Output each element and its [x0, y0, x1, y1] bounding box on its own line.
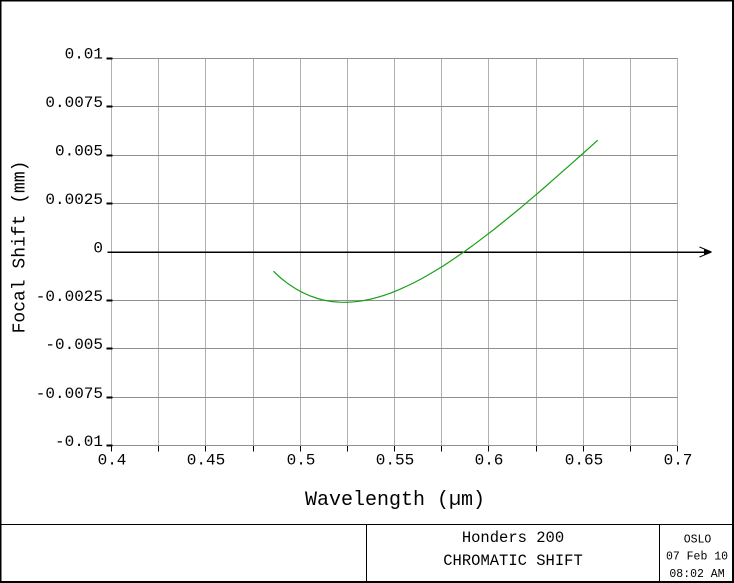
svg-text:0: 0	[93, 240, 103, 258]
svg-text:0.0075: 0.0075	[45, 94, 103, 112]
svg-text:Honders 200: Honders 200	[462, 529, 564, 547]
svg-text:CHROMATIC SHIFT: CHROMATIC SHIFT	[443, 552, 583, 570]
svg-text:0.6: 0.6	[475, 452, 504, 470]
svg-text:07 Feb 10: 07 Feb 10	[666, 551, 728, 564]
svg-text:0.4: 0.4	[98, 452, 127, 470]
svg-text:-0.0025: -0.0025	[36, 288, 103, 306]
svg-text:0.5: 0.5	[287, 452, 316, 470]
svg-text:-0.005: -0.005	[45, 336, 103, 354]
svg-text:Wavelength (µm): Wavelength (µm)	[305, 489, 485, 512]
svg-text:0.0025: 0.0025	[45, 191, 103, 209]
svg-text:-0.01: -0.01	[55, 433, 103, 451]
svg-text:0.01: 0.01	[65, 46, 103, 64]
svg-text:0.65: 0.65	[565, 452, 603, 470]
svg-text:0.005: 0.005	[55, 143, 103, 161]
svg-text:0.45: 0.45	[187, 452, 225, 470]
svg-text:0.7: 0.7	[664, 452, 693, 470]
svg-text:0.55: 0.55	[376, 452, 414, 470]
svg-text:-0.0075: -0.0075	[36, 385, 103, 403]
svg-text:Focal Shift (mm): Focal Shift (mm)	[11, 161, 31, 334]
svg-text:08:02 AM: 08:02 AM	[669, 568, 724, 581]
svg-text:OSLO: OSLO	[684, 534, 712, 547]
